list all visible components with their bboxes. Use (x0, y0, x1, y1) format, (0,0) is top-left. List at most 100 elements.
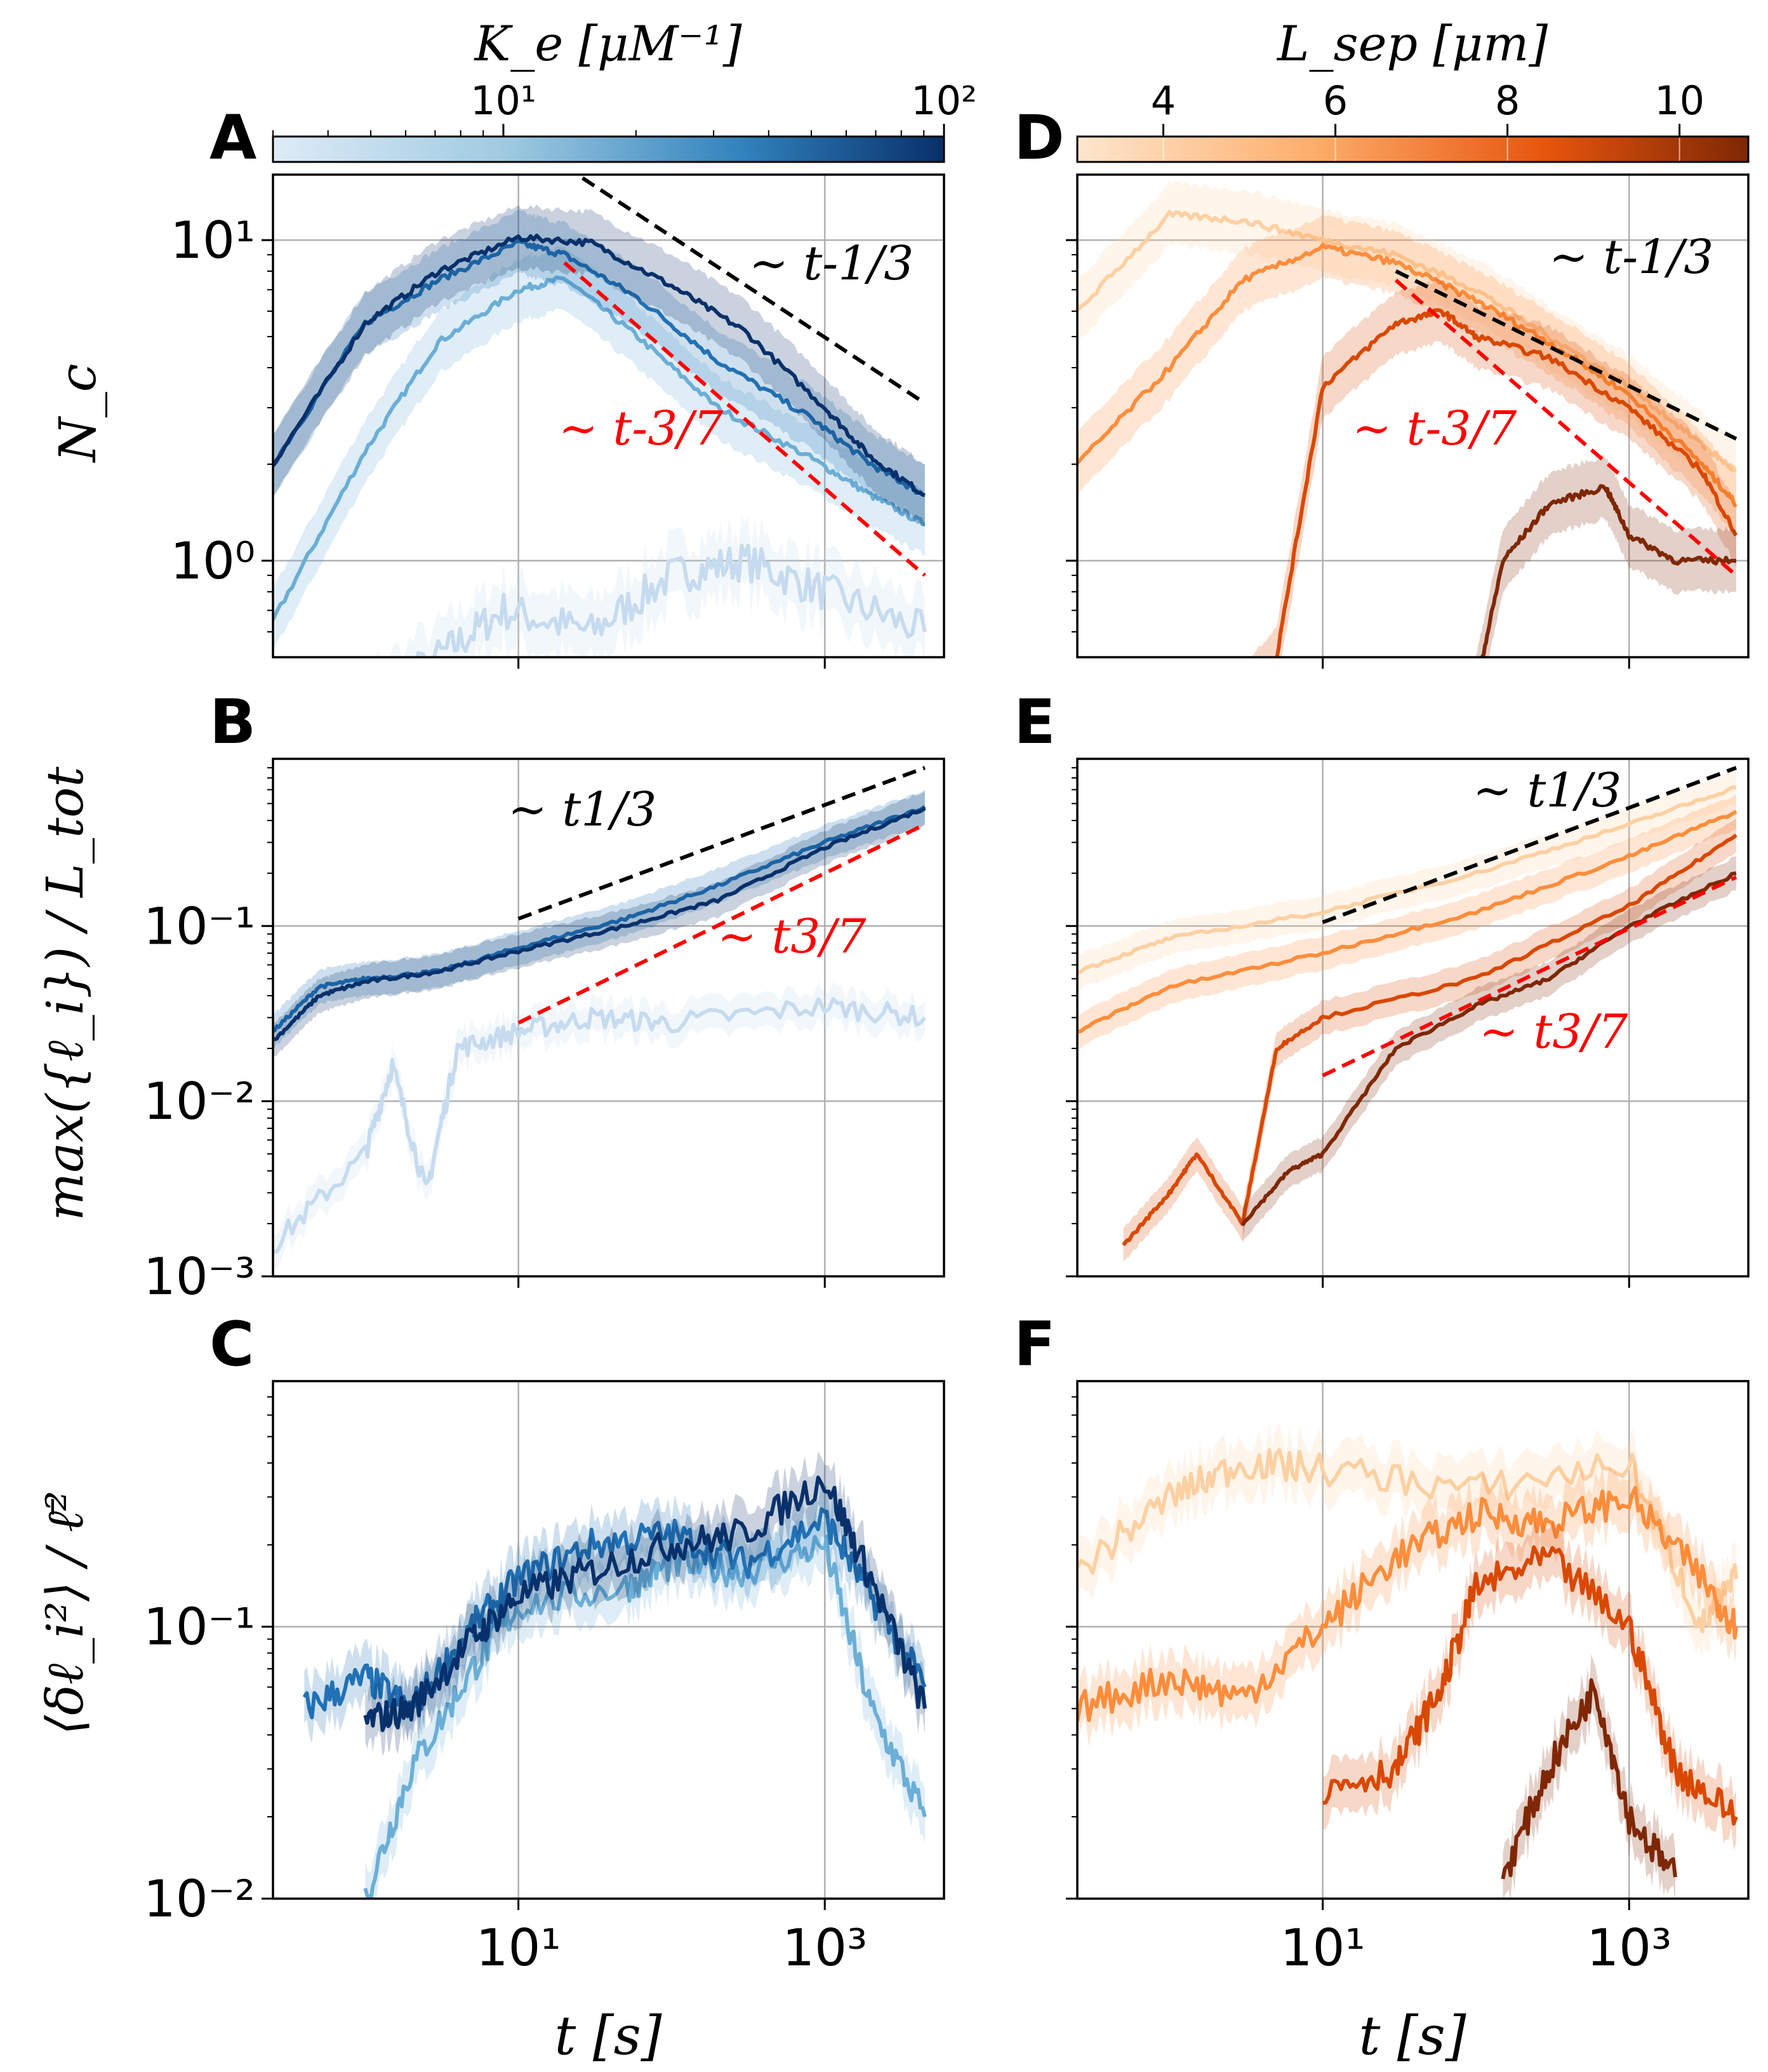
series-band-3 (1322, 1521, 1736, 1850)
y-tick-label: 10⁻² (143, 1869, 255, 1928)
guide-line-2 (517, 822, 926, 1025)
guide-label-1: ∼ t1/3 (508, 782, 656, 837)
series-group (1077, 770, 1738, 1262)
x-tick-label: 10¹ (476, 1918, 561, 1977)
y-tick-label: 10¹ (170, 211, 255, 270)
series-band-1 (1077, 770, 1736, 991)
panel-c: 10¹ 10³ 10⁻² 10⁻¹ C (143, 1309, 945, 1977)
guide-label-1: ∼ t-1/3 (1549, 230, 1713, 284)
y-tick-label: 10⁰ (170, 531, 255, 591)
series-band-2 (1077, 1461, 1736, 1748)
series-line-2 (302, 1507, 927, 1720)
panel-letter: A (209, 102, 256, 173)
x-tick-label: 10¹ (1280, 1918, 1366, 1977)
colorbar-lsep-tick-label: 6 (1323, 77, 1348, 124)
guide-label-2: ∼ t-3/7 (1352, 401, 1517, 456)
series-line-1 (363, 1535, 927, 1899)
series-line-2 (1077, 1485, 1738, 1722)
x-axis-label-left: t [s] (554, 2005, 661, 2067)
series-line-2 (1077, 243, 1738, 507)
series-line-1 (1077, 1448, 1738, 1633)
series-group (302, 1451, 927, 1899)
guide-line-2 (1322, 875, 1738, 1078)
series-band-2 (1077, 213, 1736, 537)
colorbar-lsep-label: L_sep [μm] (1276, 15, 1548, 72)
series-line-1 (415, 543, 927, 657)
series-line-4 (1501, 1678, 1677, 1880)
x-tick-label: 10³ (1586, 1918, 1672, 1977)
panel-b: ∼ t1/3 ∼ t3/7 10⁻³ 10⁻² 10⁻¹ B (143, 686, 945, 1306)
guide-line-2 (563, 261, 926, 577)
series-line-2 (273, 805, 926, 1033)
series-band-4 (1475, 455, 1736, 657)
panel-letter: B (209, 686, 256, 758)
colorbar-ke-label: K_e [μM⁻¹] (473, 15, 741, 72)
panel-letter: C (209, 1309, 254, 1380)
series-line-3 (1322, 1545, 1738, 1826)
x-axis-label-right: t [s] (1359, 2005, 1466, 2067)
guide-label-2: ∼ t3/7 (1479, 1005, 1628, 1059)
y-axis-label-c: ⟨δℓ_i²⟩ / ℓ̄² (36, 1491, 95, 1735)
series-band-3 (273, 210, 925, 526)
gridlines (273, 1381, 944, 1900)
gridlines (273, 175, 944, 657)
series-line-3 (273, 806, 926, 1042)
series-band-4 (1503, 1654, 1675, 1899)
series-band-2 (1077, 794, 1736, 1049)
series-group (273, 789, 927, 1269)
panel-letter: E (1014, 686, 1056, 758)
panel-letter: F (1014, 1309, 1056, 1380)
gridlines (1077, 175, 1748, 657)
series-line-4 (1480, 484, 1736, 657)
guide-line-2 (1394, 278, 1738, 577)
plot-frame (1076, 1380, 1750, 1900)
series-line-1 (1077, 210, 1738, 473)
y-axis-label-b: max({ℓ_i}) / L_tot (36, 766, 95, 1221)
guide-line-1 (517, 766, 926, 921)
panel-letter: D (1014, 102, 1065, 173)
series-group (1077, 180, 1738, 657)
series-line-3 (1122, 833, 1738, 1247)
colorbar-ke-tick-label: 10² (911, 77, 977, 124)
plot-frame (272, 1380, 945, 1900)
series-line-1 (1077, 785, 1737, 975)
y-tick-label: 10⁻¹ (143, 1598, 255, 1657)
y-tick-label: 10⁻² (143, 1072, 255, 1131)
series-band-1 (1077, 180, 1736, 503)
series-line-3 (1275, 308, 1738, 657)
colorbar-lsep-tick-label: 8 (1495, 77, 1520, 124)
plot-frame (272, 173, 945, 658)
colorbar-lsep-tick-label: 10 (1654, 77, 1705, 124)
series-line-3 (363, 1475, 927, 1732)
guide-line-1 (1322, 766, 1737, 925)
series-group (273, 204, 927, 657)
series-group (1077, 1423, 1738, 1899)
colorbar-lsep: L_sep [μm] 4 6 8 10 (1076, 15, 1750, 163)
y-axis-label-a: N_c (48, 364, 107, 464)
guide-label-1: ∼ t-1/3 (749, 236, 914, 291)
panel-f: 10¹ 10³ F (1014, 1309, 1750, 1977)
series-line-3 (273, 239, 926, 497)
panel-a: ∼ t-1/3 ∼ t-3/7 10⁰ 10¹ A (170, 102, 945, 669)
series-line-4 (273, 233, 926, 497)
panel-e: ∼ t1/3 ∼ t3/7 E (1014, 686, 1750, 1288)
guide-line-1 (573, 175, 926, 405)
panel-d: ∼ t-1/3 ∼ t-3/7 D (1014, 102, 1750, 669)
y-tick-label: 10⁻³ (143, 1247, 255, 1306)
series-band-2 (273, 789, 925, 1048)
series-band-3 (1249, 279, 1736, 657)
guide-label-2: ∼ t-3/7 (559, 401, 723, 456)
series-band-3 (273, 791, 925, 1057)
x-tick-label: 10³ (782, 1918, 867, 1977)
plot-frame (1076, 173, 1750, 658)
colorbar-ke: K_e [μM⁻¹] 10¹ 10² (272, 15, 977, 163)
series-band-1 (375, 514, 925, 657)
series-line-2 (273, 275, 926, 621)
y-tick-label: 10⁻¹ (143, 897, 255, 956)
colorbar-ke-tick-label: 10¹ (470, 77, 536, 124)
series-band-4 (273, 204, 925, 526)
series-band-4 (1242, 856, 1736, 1243)
guide-label-2: ∼ t3/7 (717, 909, 866, 964)
series-line-2 (1077, 810, 1738, 1034)
colorbar-lsep-tick-label: 4 (1151, 77, 1176, 124)
